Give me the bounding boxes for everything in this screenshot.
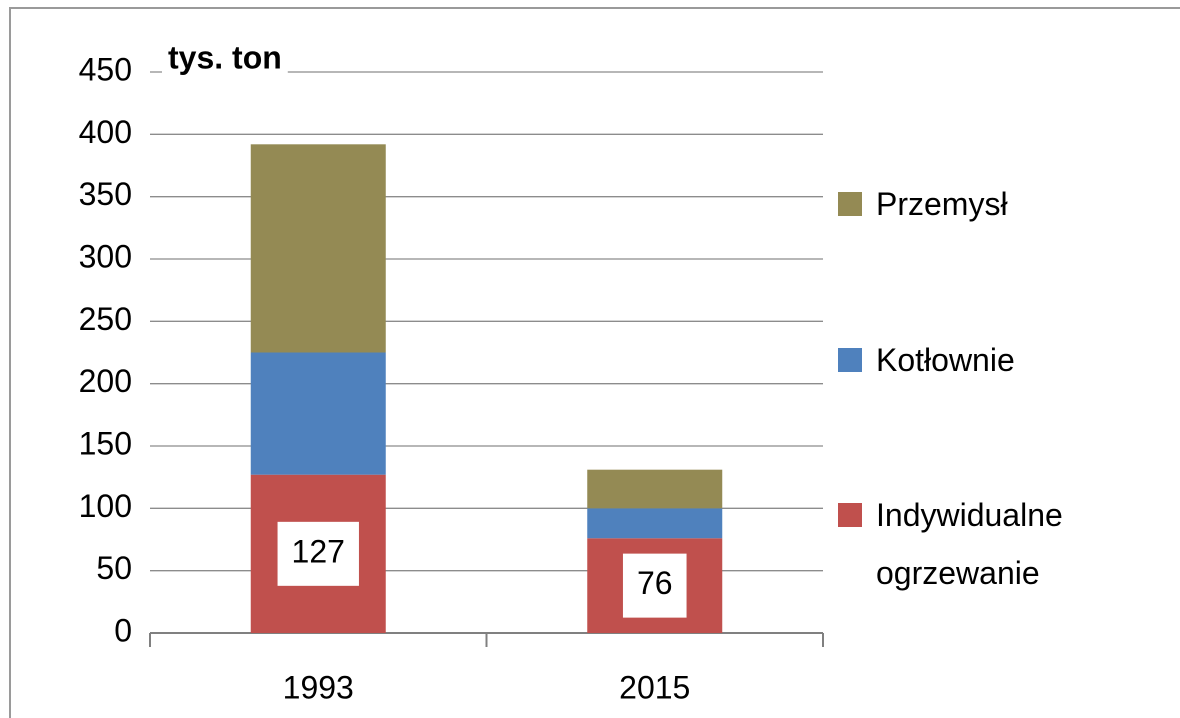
y-axis-label: tys. ton <box>168 39 282 75</box>
y-tick-label: 50 <box>96 550 132 586</box>
y-tick-label: 350 <box>79 176 132 212</box>
y-tick-label: 100 <box>79 488 132 524</box>
legend-swatch <box>838 192 862 216</box>
data-label-bg <box>277 521 359 586</box>
legend-swatch <box>838 348 862 372</box>
y-tick-label: 450 <box>79 51 132 87</box>
chart-border <box>9 7 1180 718</box>
y-tick-label: 200 <box>79 363 132 399</box>
x-tick-label: 1993 <box>283 669 354 705</box>
bar-segment <box>250 352 386 475</box>
y-tick-label: 0 <box>114 612 132 648</box>
bar-segment <box>587 469 723 509</box>
bar-segment <box>587 508 723 539</box>
y-tick-label: 250 <box>79 301 132 337</box>
bar-segment <box>250 144 386 353</box>
y-axis-label-bg <box>162 39 288 76</box>
y-tick-label: 150 <box>79 425 132 461</box>
legend-swatch <box>838 503 862 527</box>
legend-label: Kotłownie <box>876 342 1015 378</box>
data-label: 127 <box>292 533 345 569</box>
legend-label: Indywidualne ogrzewanie <box>876 497 1063 591</box>
y-tick-label: 400 <box>79 114 132 150</box>
y-tick-label: 300 <box>79 238 132 274</box>
x-tick-label: 2015 <box>619 669 690 705</box>
legend-label: Przemysł <box>876 186 1008 222</box>
data-label-bg <box>622 553 687 618</box>
data-label: 76 <box>637 565 673 601</box>
